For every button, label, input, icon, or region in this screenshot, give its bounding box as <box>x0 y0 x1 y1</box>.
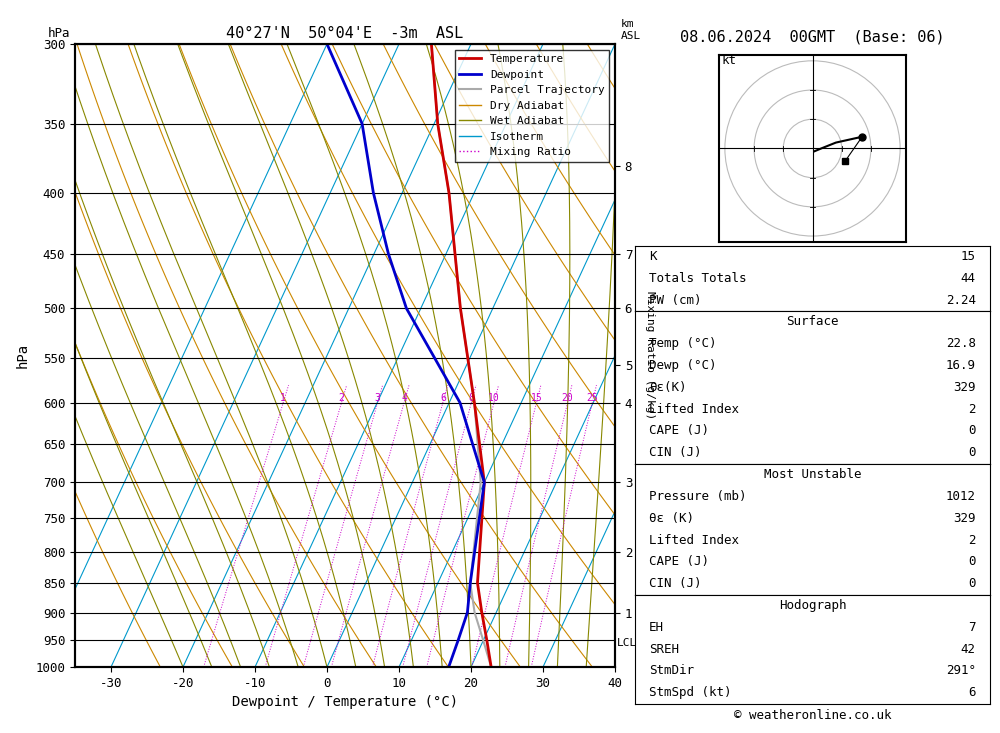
Text: Dewp (°C): Dewp (°C) <box>649 359 717 372</box>
Text: km
ASL: km ASL <box>620 19 641 41</box>
Text: EH: EH <box>649 621 664 634</box>
Text: Pressure (mb): Pressure (mb) <box>649 490 747 503</box>
Text: 16.9: 16.9 <box>946 359 976 372</box>
Text: 42: 42 <box>961 643 976 655</box>
Text: 2.24: 2.24 <box>946 294 976 306</box>
Text: θε (K): θε (K) <box>649 512 694 525</box>
Text: 8: 8 <box>468 393 474 402</box>
Text: Most Unstable: Most Unstable <box>764 468 861 481</box>
Text: 1012: 1012 <box>946 490 976 503</box>
X-axis label: Dewpoint / Temperature (°C): Dewpoint / Temperature (°C) <box>232 696 458 710</box>
Text: PW (cm): PW (cm) <box>649 294 702 306</box>
Text: CIN (J): CIN (J) <box>649 577 702 590</box>
Text: LCL: LCL <box>617 638 637 648</box>
Text: 3: 3 <box>375 393 381 402</box>
Text: CAPE (J): CAPE (J) <box>649 424 709 438</box>
Text: 291°: 291° <box>946 664 976 677</box>
Text: θε(K): θε(K) <box>649 381 687 394</box>
Text: StmSpd (kt): StmSpd (kt) <box>649 686 732 699</box>
Text: 0: 0 <box>968 556 976 568</box>
Text: 25: 25 <box>586 393 598 402</box>
Text: 20: 20 <box>562 393 573 402</box>
Text: 2: 2 <box>968 402 976 416</box>
Text: Surface: Surface <box>786 315 839 328</box>
Text: 44: 44 <box>961 272 976 285</box>
Text: kt: kt <box>722 54 737 67</box>
Text: 0: 0 <box>968 577 976 590</box>
Text: SREH: SREH <box>649 643 679 655</box>
Title: 40°27'N  50°04'E  -3m  ASL: 40°27'N 50°04'E -3m ASL <box>226 26 464 42</box>
Text: 7: 7 <box>968 621 976 634</box>
Text: 6: 6 <box>440 393 446 402</box>
Text: Mixing Ratio (g/kg): Mixing Ratio (g/kg) <box>645 292 655 419</box>
Text: CAPE (J): CAPE (J) <box>649 556 709 568</box>
Text: 0: 0 <box>968 424 976 438</box>
Text: 08.06.2024  00GMT  (Base: 06): 08.06.2024 00GMT (Base: 06) <box>680 29 945 44</box>
Text: 329: 329 <box>953 381 976 394</box>
Text: 6: 6 <box>968 686 976 699</box>
Text: hPa: hPa <box>47 27 70 40</box>
Text: Lifted Index: Lifted Index <box>649 402 739 416</box>
Text: 2: 2 <box>968 534 976 547</box>
Text: 22.8: 22.8 <box>946 337 976 350</box>
Text: Hodograph: Hodograph <box>779 599 846 612</box>
Text: Totals Totals: Totals Totals <box>649 272 747 285</box>
Text: StmDir: StmDir <box>649 664 694 677</box>
Text: 15: 15 <box>531 393 542 402</box>
Text: 0: 0 <box>968 446 976 460</box>
Text: 1: 1 <box>280 393 286 402</box>
Text: K: K <box>649 250 657 263</box>
Text: 15: 15 <box>961 250 976 263</box>
Text: Temp (°C): Temp (°C) <box>649 337 717 350</box>
Text: 2: 2 <box>339 393 344 402</box>
Legend: Temperature, Dewpoint, Parcel Trajectory, Dry Adiabat, Wet Adiabat, Isotherm, Mi: Temperature, Dewpoint, Parcel Trajectory… <box>455 50 609 162</box>
Text: Lifted Index: Lifted Index <box>649 534 739 547</box>
Text: © weatheronline.co.uk: © weatheronline.co.uk <box>734 709 891 722</box>
Text: 10: 10 <box>488 393 500 402</box>
Text: 4: 4 <box>401 393 407 402</box>
Y-axis label: hPa: hPa <box>16 343 30 368</box>
Text: 329: 329 <box>953 512 976 525</box>
Text: CIN (J): CIN (J) <box>649 446 702 460</box>
